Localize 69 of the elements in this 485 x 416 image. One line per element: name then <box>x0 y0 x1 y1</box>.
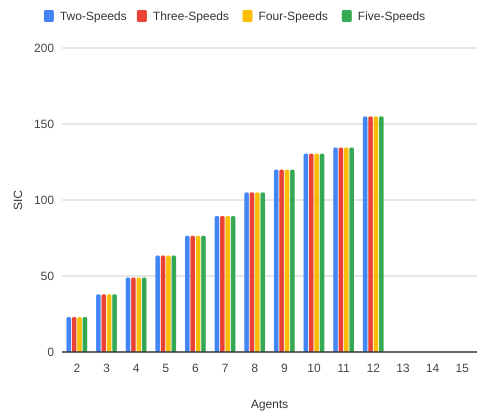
bar <box>201 236 206 352</box>
bar <box>131 278 136 352</box>
bar <box>142 278 146 352</box>
bar <box>274 170 279 352</box>
bar <box>362 116 368 352</box>
bar <box>190 236 195 352</box>
x-tick-label: 11 <box>337 361 350 375</box>
bar <box>136 278 142 352</box>
legend-label: Four-Speeds <box>258 9 328 24</box>
bar <box>344 148 349 352</box>
x-tick-label: 7 <box>222 361 229 375</box>
bar <box>96 294 101 352</box>
bar <box>230 216 236 352</box>
x-tick-label: 12 <box>366 361 380 375</box>
bar <box>172 255 176 352</box>
y-tick-label: 150 <box>34 117 54 132</box>
x-tick-label: 9 <box>280 361 288 375</box>
bar <box>374 116 378 352</box>
bar <box>77 317 82 352</box>
bar <box>101 294 106 352</box>
x-tick-label: 5 <box>162 361 170 375</box>
x-tick-label: 6 <box>192 361 200 375</box>
bar <box>72 317 76 352</box>
y-axis-title: SIC <box>11 190 25 210</box>
legend-label: Three-Speeds <box>152 9 229 24</box>
bar <box>126 278 130 352</box>
bar <box>214 216 220 352</box>
bar <box>279 170 284 352</box>
bar <box>250 192 254 352</box>
bar <box>255 192 260 352</box>
bar <box>166 255 171 352</box>
bar <box>244 192 249 352</box>
x-tick-label: 10 <box>307 361 321 375</box>
y-tick-label: 0 <box>47 345 54 360</box>
bar <box>155 255 160 352</box>
x-tick-label: 8 <box>251 361 258 375</box>
bar <box>66 317 72 352</box>
bar <box>290 170 295 352</box>
bar <box>106 294 112 352</box>
bar <box>320 154 324 352</box>
bar <box>112 294 117 352</box>
y-tick-label: 100 <box>34 193 54 208</box>
bar <box>185 236 190 352</box>
bar <box>338 148 344 352</box>
bar <box>368 116 373 352</box>
bar <box>333 148 338 352</box>
bar <box>220 216 225 352</box>
bar <box>308 154 314 352</box>
y-tick-label: 200 <box>34 41 54 56</box>
x-tick-label: 13 <box>396 361 410 375</box>
x-tick-label: 2 <box>73 361 80 375</box>
bar <box>225 216 230 352</box>
bar <box>284 170 290 352</box>
bar <box>260 192 266 352</box>
bar <box>349 148 354 352</box>
x-tick-label: 4 <box>132 361 140 375</box>
bar <box>82 317 88 352</box>
legend-label: Five-Speeds <box>358 9 426 24</box>
y-tick-label: 50 <box>40 269 54 284</box>
x-axis-title: Agents <box>250 397 288 411</box>
x-tick-label: 3 <box>103 361 110 375</box>
x-tick-label: 15 <box>456 361 470 375</box>
bar <box>304 154 308 352</box>
legend-label: Two-Speeds <box>60 9 127 24</box>
bar <box>160 255 166 352</box>
bar <box>196 236 200 352</box>
x-tick-label: 14 <box>426 361 440 375</box>
bar <box>314 154 319 352</box>
bar <box>379 116 384 352</box>
